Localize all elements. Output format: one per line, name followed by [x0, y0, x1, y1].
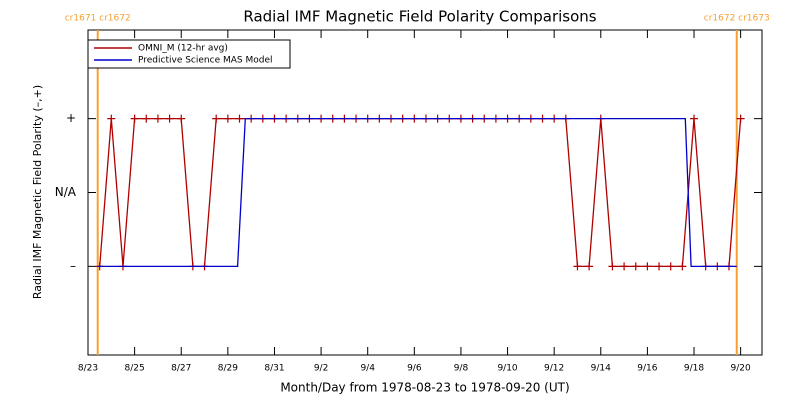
boundary-label: cr1672 cr1673 — [704, 14, 770, 24]
marker — [585, 262, 594, 271]
legend-label: OMNI_M (12-hr avg) — [138, 44, 228, 54]
marker — [130, 114, 139, 123]
marker — [643, 262, 652, 271]
marker — [573, 262, 582, 271]
x-axis-label: Month/Day from 1978-08-23 to 1978-09-20 … — [280, 381, 569, 395]
x-tick-label: 9/20 — [731, 364, 751, 374]
x-tick-label: 9/2 — [314, 364, 328, 374]
x-tick-label: 8/27 — [171, 364, 191, 374]
x-tick-label: 8/29 — [218, 364, 238, 374]
x-tick-label: 8/31 — [264, 364, 284, 374]
y-axis-label: Radial IMF Magnetic Field Polarity (–,+) — [31, 85, 44, 299]
x-tick-label: 8/23 — [78, 364, 98, 374]
marker — [666, 262, 675, 271]
marker — [165, 114, 174, 123]
x-tick-label: 9/16 — [637, 364, 657, 374]
marker — [620, 262, 629, 271]
y-tick-label: – — [70, 259, 76, 273]
marker — [655, 262, 664, 271]
y-tick-label: + — [66, 111, 76, 125]
marker — [212, 114, 221, 123]
marker — [177, 114, 186, 123]
x-tick-label: 9/12 — [544, 364, 564, 374]
x-tick-label: 9/6 — [407, 364, 422, 374]
marker — [608, 262, 617, 271]
x-tick-label: 9/8 — [454, 364, 469, 374]
marker — [690, 114, 699, 123]
x-tick-label: 9/14 — [591, 364, 611, 374]
series-line — [97, 117, 737, 268]
marker — [678, 262, 687, 271]
legend-box — [87, 39, 291, 69]
marker — [142, 114, 151, 123]
marker — [107, 114, 116, 123]
x-tick-label: 9/18 — [684, 364, 704, 374]
marker — [223, 114, 232, 123]
chart-title: Radial IMF Magnetic Field Polarity Compa… — [243, 8, 596, 26]
y-tick-label: N/A — [55, 185, 77, 199]
marker — [736, 114, 745, 123]
legend-label: Predictive Science MAS Model — [138, 56, 273, 66]
marker — [235, 114, 244, 123]
marker — [631, 262, 640, 271]
boundary-label: cr1671 cr1672 — [65, 14, 131, 24]
marker — [153, 114, 162, 123]
x-tick-label: 8/25 — [125, 364, 145, 374]
x-tick-label: 9/10 — [497, 364, 517, 374]
x-tick-label: 9/4 — [360, 364, 375, 374]
